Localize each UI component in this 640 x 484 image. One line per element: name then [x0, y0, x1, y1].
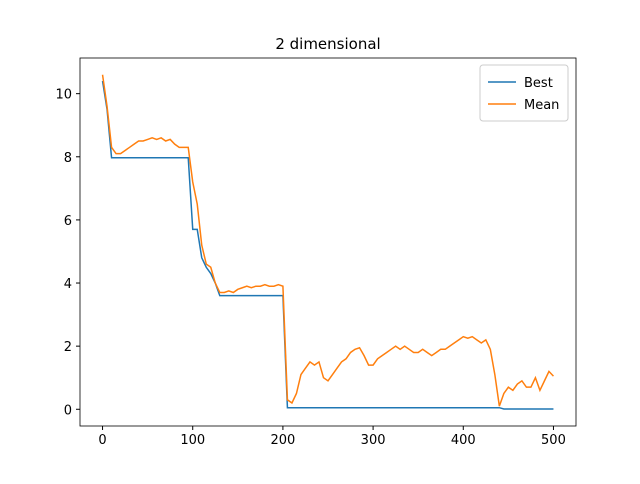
x-tick-label: 100 [180, 433, 205, 448]
legend-box [479, 64, 569, 122]
y-tick-label: 8 [64, 151, 72, 166]
x-tick-label: 500 [541, 433, 566, 448]
x-tick-label: 200 [270, 433, 295, 448]
x-tick-label: 300 [361, 433, 386, 448]
y-tick-label: 0 [64, 403, 72, 418]
x-tick-label: 400 [451, 433, 476, 448]
legend-label: Mean [524, 98, 559, 113]
series-line [101, 80, 554, 410]
series-line [101, 74, 554, 407]
y-tick-label: 2 [64, 340, 72, 355]
x-tick-label: 0 [98, 433, 106, 448]
plot-frame [79, 57, 577, 427]
chart-title: 2 dimensional [275, 35, 380, 53]
y-tick-label: 4 [64, 277, 72, 292]
legend-label: Best [524, 76, 553, 91]
y-tick-label: 10 [55, 88, 72, 103]
y-tick-label: 6 [64, 214, 72, 229]
